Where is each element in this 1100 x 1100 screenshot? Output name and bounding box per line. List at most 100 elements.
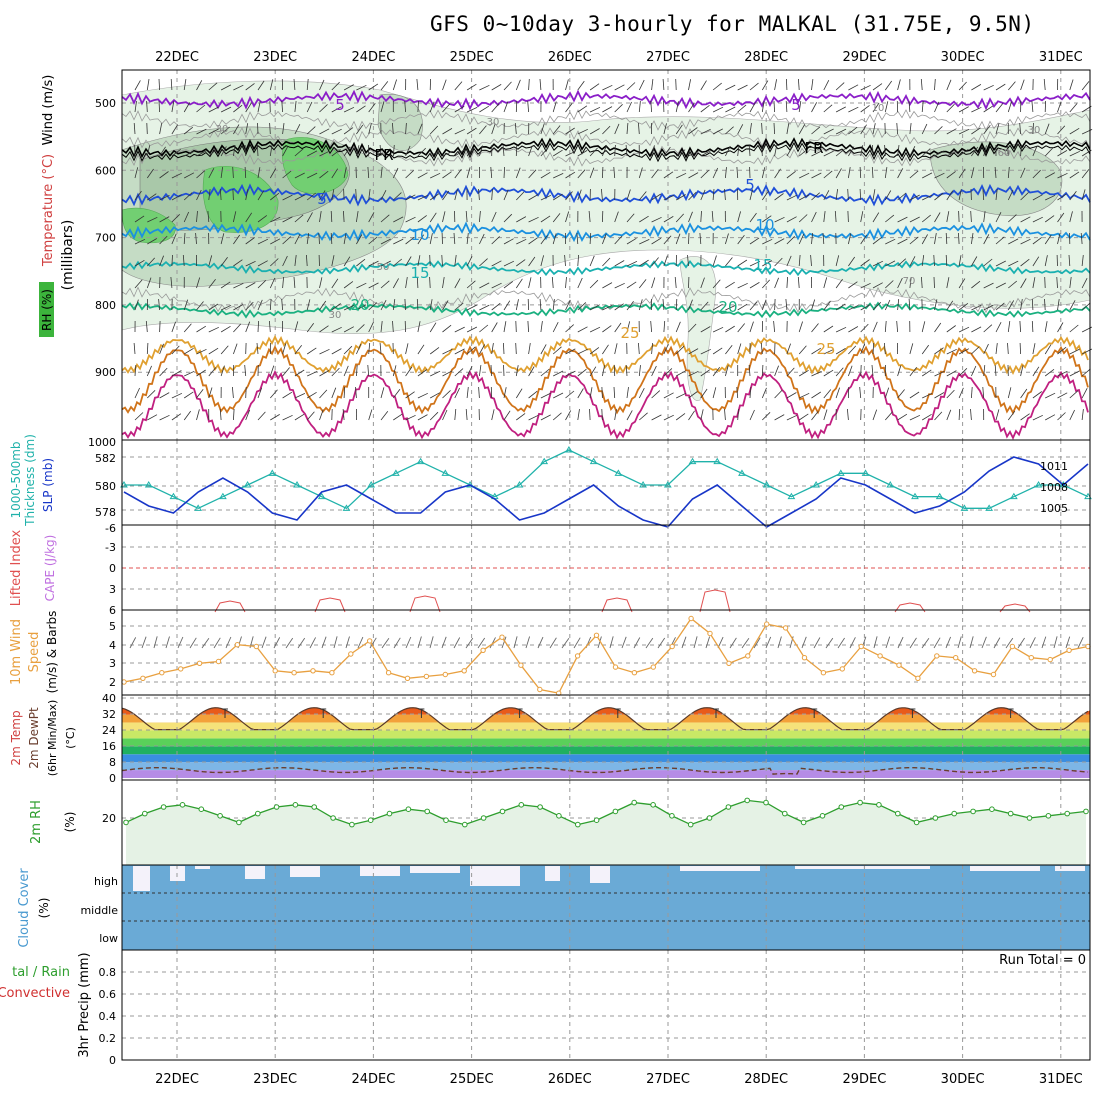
wind-barb xyxy=(958,210,960,223)
wind-barb-10m xyxy=(417,636,422,649)
wind-barb xyxy=(319,348,330,355)
wind-barb xyxy=(171,124,179,135)
wind-barb xyxy=(921,255,925,267)
wind-barb xyxy=(491,322,498,333)
wind-barb xyxy=(306,299,311,311)
wind-barb xyxy=(676,172,687,179)
wind-barb xyxy=(614,303,624,311)
wind-barb xyxy=(1007,144,1009,157)
wind-barb xyxy=(909,343,914,355)
wind-barb xyxy=(1019,342,1021,355)
wind-barb xyxy=(749,282,760,289)
wind-barb-10m xyxy=(201,637,210,649)
wind-barb xyxy=(294,393,306,399)
wind-barb-10m xyxy=(825,637,834,649)
wind-speed-point xyxy=(801,655,808,661)
rh-area xyxy=(126,800,1086,865)
wind-barb xyxy=(971,365,977,377)
wind-barb xyxy=(245,123,249,135)
wind-barb xyxy=(884,387,890,399)
wind-barb xyxy=(183,232,186,245)
wind-barb xyxy=(922,392,933,399)
thickness-point xyxy=(392,469,400,476)
wind-barb xyxy=(921,214,931,223)
wind-barb xyxy=(552,149,563,157)
wind-barb xyxy=(847,188,849,201)
wind-barb xyxy=(392,79,397,91)
thickness-point xyxy=(935,492,944,500)
contour-label: 30 xyxy=(1028,125,1041,136)
wind-barb xyxy=(134,387,140,399)
wind-barb xyxy=(392,299,396,311)
wind-barb xyxy=(516,238,527,245)
wind-barb xyxy=(270,258,279,267)
ylabel-rh2m: 2m RH xyxy=(29,800,44,844)
rh-point xyxy=(367,817,374,824)
wind-barb xyxy=(823,301,831,311)
wind-barb xyxy=(860,211,864,223)
wind-barb xyxy=(491,211,497,223)
wind-barb xyxy=(983,105,994,113)
wind-barb xyxy=(1069,103,1078,113)
wind-barb xyxy=(515,320,517,333)
wind-barb xyxy=(1069,211,1073,223)
wind-barb xyxy=(270,216,281,223)
wind-barb xyxy=(1057,392,1068,399)
wind-barb xyxy=(393,238,404,245)
wind-barb-10m xyxy=(873,636,878,649)
wind-barb xyxy=(294,214,304,223)
wind-barb xyxy=(760,342,763,355)
wind-barb-10m xyxy=(693,636,698,649)
wind-barb xyxy=(159,392,170,399)
wind-barb xyxy=(909,391,920,399)
wind-barb xyxy=(934,347,944,355)
rh-point xyxy=(895,810,901,817)
wind-barb xyxy=(1069,150,1080,157)
wind-barb xyxy=(1007,387,1012,399)
wind-barb xyxy=(356,211,359,223)
wind-tick: 4 xyxy=(109,639,116,652)
wind-barb xyxy=(872,321,878,333)
wind-speed-point xyxy=(215,658,222,665)
date-label-top: 29DEC xyxy=(842,50,886,65)
wind-barb xyxy=(785,298,788,311)
wind-barb xyxy=(380,280,390,289)
wind-barb xyxy=(319,190,326,201)
wind-barb xyxy=(786,255,792,267)
wind-barb xyxy=(602,257,611,267)
rh-point xyxy=(236,819,242,826)
wind-barb xyxy=(835,303,846,311)
wind-speed-point xyxy=(1047,656,1053,663)
wind-barb xyxy=(921,413,932,421)
wind-barb xyxy=(638,299,643,311)
wind-tick: 2 xyxy=(109,676,116,689)
wind-barb xyxy=(551,276,554,289)
wind-barb-10m xyxy=(1041,636,1047,649)
wind-barb-10m xyxy=(705,636,711,649)
wind-barb xyxy=(306,254,308,267)
wind-barb xyxy=(589,83,600,91)
wind-barb xyxy=(232,386,234,399)
wind-barb xyxy=(958,168,966,179)
wind-barb xyxy=(848,365,853,377)
contour-label: 60 xyxy=(998,148,1011,159)
wind-barb xyxy=(479,145,483,157)
wind-barb xyxy=(393,258,403,267)
wind-barb xyxy=(208,106,219,113)
wind-barb-10m xyxy=(477,637,486,649)
wind-barb xyxy=(355,188,357,201)
rh-point xyxy=(669,813,675,819)
wind-barb xyxy=(269,122,271,135)
wind-barb xyxy=(245,237,255,245)
wind-barb-10m xyxy=(429,636,434,649)
wind-barb xyxy=(995,409,1000,421)
wind-speed-point xyxy=(367,638,373,644)
pressure-tick: 800 xyxy=(95,299,116,312)
wind-barb xyxy=(196,210,198,223)
date-label-bottom: 27DEC xyxy=(646,1072,690,1087)
wind-barb xyxy=(245,260,256,267)
wind-barb xyxy=(725,84,736,91)
wind-barb-10m xyxy=(537,636,544,649)
wind-barb xyxy=(749,409,755,421)
wind-barb xyxy=(712,279,721,289)
